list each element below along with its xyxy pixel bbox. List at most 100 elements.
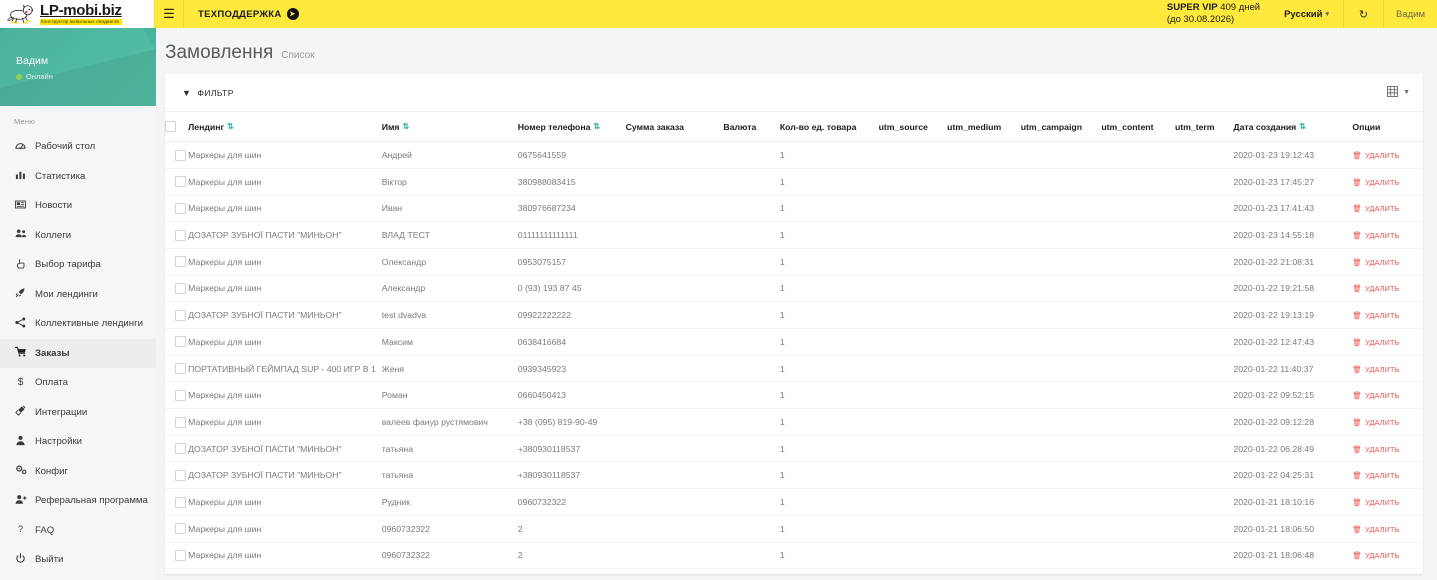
table-row[interactable]: Маркеры для шин валеев фанур рустямович +3… [165,408,1423,436]
column-visibility-toggle[interactable]: ▼ [1387,85,1410,100]
checkbox-unchecked-icon[interactable] [175,336,186,348]
checkbox-unchecked-icon[interactable] [165,121,176,133]
cell-utm_campaign [1020,221,1102,249]
table-row[interactable]: ДОЗАТОР ЗУБНОЇ ПАСТИ "МИНЬОН" ВЛАД ТЕСТ 01… [165,221,1423,249]
delete-row-button[interactable]: 🗑 УДАЛИТЬ [1352,525,1399,534]
language-selector[interactable]: Русский ▾ [1270,0,1344,28]
table-row[interactable]: Маркеры для шин Иван 380976687234 1 2020-01-… [165,195,1423,223]
delete-row-button[interactable]: 🗑 УДАЛИТЬ [1352,258,1399,267]
brand-tagline: Конструктор мобильных лендингов [40,19,122,25]
checkbox-unchecked-icon[interactable] [175,389,186,401]
trash-icon: 🗑 [1352,364,1363,374]
table-row[interactable]: ДОЗАТОР ЗУБНОЇ ПАСТИ "МИНЬОН" test dvadva… [165,301,1423,330]
sidebar-item-label: Рабочий стол [35,141,96,153]
cell-currency [723,141,780,169]
delete-row-button[interactable]: 🗑 УДАЛИТЬ [1352,311,1399,320]
sort-arrows-icon[interactable]: ⇅ [593,122,601,132]
checkbox-unchecked-icon[interactable] [175,176,186,188]
delete-row-button[interactable]: 🗑 УДАЛИТЬ [1352,471,1399,480]
sort-arrows-icon[interactable]: ⇅ [402,122,410,132]
table-row[interactable]: Маркеры для шин 0960732322 2 1 2020-01-21 18… [165,542,1423,570]
sidebar-item-9[interactable]: $ Оплата [0,368,156,398]
table-row[interactable]: Маркеры для шин Андрей 0675641559 1 2020-01-… [165,141,1423,169]
sidebar-item-8[interactable]: Заказы [0,338,156,368]
checkbox-unchecked-icon[interactable] [175,469,186,481]
checkbox-unchecked-icon[interactable] [175,149,186,161]
table-row[interactable]: Маркеры для шин 0960732322 2 1 2020-01-21 18… [165,515,1423,543]
sidebar-item-3[interactable]: Новости [0,191,156,221]
cell-date: 2020-01-23 19:12:43 [1233,141,1353,169]
sidebar-item-2[interactable]: Статистика [0,162,156,192]
delete-row-button[interactable]: 🗑 УДАЛИТЬ [1352,204,1399,213]
delete-row-button[interactable]: 🗑 УДАЛИТЬ [1352,231,1399,240]
delete-row-button[interactable]: 🗑 УДАЛИТЬ [1352,178,1399,187]
delete-row-button[interactable]: 🗑 УДАЛИТЬ [1352,365,1399,374]
table-row[interactable]: ДОЗАТОР ЗУБНОЇ ПАСТИ "МИНЬОН" татьяна +380… [165,461,1423,490]
cell-date: 2020-01-22 11:40:37 [1233,355,1353,383]
sidebar-item-1[interactable]: Рабочий стол [0,132,156,162]
cell-phone: 0674653898 [517,568,626,574]
cell-phone: +380930118537 [517,461,626,490]
table-row[interactable]: Маркеры для шинАртём0674653898 1 2020-01-2… [165,568,1423,574]
sidebar-item-14[interactable]: ? FAQ [0,516,156,546]
checkbox-unchecked-icon[interactable] [175,363,186,375]
sidebar-item-5[interactable]: Выбор тарифа [0,250,156,280]
sidebar-item-15[interactable]: Выйти [0,545,156,575]
cell-utm_source [878,435,948,463]
user-menu[interactable]: Вадим [1384,0,1437,28]
checkbox-unchecked-icon[interactable] [175,523,186,535]
support-link[interactable]: ТЕХПОДДЕРЖКА ➤ [184,0,313,28]
filter-button[interactable]: ▼ ФИЛЬТР [182,88,234,98]
sidebar-item-6[interactable]: Мои лендинги [0,280,156,310]
checkbox-unchecked-icon[interactable] [175,309,186,321]
table-row[interactable]: Маркеры для шин Олександр 0953075157 1 2020-… [165,248,1423,276]
delete-row-button[interactable]: 🗑 УДАЛИТЬ [1352,551,1399,560]
sidebar-item-10[interactable]: Интеграции [0,398,156,428]
cell-qty: 1 [779,435,879,463]
sidebar-item-12[interactable]: Конфиг [0,457,156,487]
column-header-landing[interactable]: Лендинг ⇅ [188,112,382,143]
checkbox-unchecked-icon[interactable] [175,416,186,428]
checkbox-unchecked-icon[interactable] [175,443,186,455]
sidebar-item-4[interactable]: Коллеги [0,221,156,251]
checkbox-unchecked-icon[interactable] [175,229,186,241]
cell-sum [625,141,724,169]
delete-row-button[interactable]: 🗑 УДАЛИТЬ [1352,391,1399,400]
column-header-label: Сумма заказа [625,121,684,132]
table-row[interactable]: Маркеры для шин Александр 0 (93) 193 87 45… [165,275,1423,303]
column-header-name[interactable]: Имя ⇅ [381,112,518,143]
brand-logo[interactable]: LP-mobi.biz Конструктор мобильных лендин… [0,0,155,28]
refresh-icon[interactable]: ↻ [1344,0,1384,28]
checkbox-unchecked-icon[interactable] [175,496,186,508]
sidebar-item-7[interactable]: Коллективные лендинги [0,309,156,339]
table-row[interactable]: Маркеры для шин Роман 0660450413 1 2020-01-2… [165,381,1423,410]
cell-qty: 1 [779,248,879,276]
sidebar-item-11[interactable]: Настройки [0,427,156,457]
checkbox-unchecked-icon[interactable] [175,549,186,561]
cell-date: 2020-01-22 06:28:49 [1233,435,1353,463]
column-header-phone[interactable]: Номер телефона ⇅ [517,112,626,143]
table-row[interactable]: Маркеры для шин Віктор 380988083415 1 2020-0… [165,168,1423,196]
row-checkbox-cell [165,248,189,276]
checkbox-unchecked-icon[interactable] [175,283,186,295]
table-row[interactable]: ПОРТАТИВНЫЙ ГЕЙМПАД SUP - 400 ИГР В 1 Жен… [165,355,1423,383]
delete-row-button[interactable]: 🗑 УДАЛИТЬ [1352,284,1399,293]
sort-arrows-icon[interactable]: ⇅ [227,122,234,132]
delete-row-button[interactable]: 🗑 УДАЛИТЬ [1352,498,1399,507]
delete-row-button[interactable]: 🗑 УДАЛИТЬ [1352,445,1399,454]
delete-row-button[interactable]: 🗑 УДАЛИТЬ [1352,151,1399,160]
table-row[interactable]: ДОЗАТОР ЗУБНОЇ ПАСТИ "МИНЬОН" татьяна +380… [165,435,1423,463]
sidebar-item-13[interactable]: Реферальная программа [0,486,156,516]
sort-arrows-icon[interactable]: ⇅ [1299,122,1306,132]
delete-row-button[interactable]: 🗑 УДАЛИТЬ [1352,418,1399,427]
checkbox-unchecked-icon[interactable] [175,256,186,268]
hamburger-icon[interactable]: ☰ [155,0,184,28]
svg-text:?: ? [18,524,23,534]
delete-row-button[interactable]: 🗑 УДАЛИТЬ [1352,338,1399,347]
checkbox-unchecked-icon[interactable] [175,203,186,215]
trash-icon: 🗑 [1352,444,1363,454]
table-row[interactable]: Маркеры для шин Рудник 0960732322 1 2020-01-… [165,488,1423,516]
table-row[interactable]: Маркеры для шин Максим 0638416684 1 2020-01-… [165,328,1423,356]
column-header-date[interactable]: Дата создания ⇅ [1233,112,1353,143]
select-all-cell [165,112,189,143]
